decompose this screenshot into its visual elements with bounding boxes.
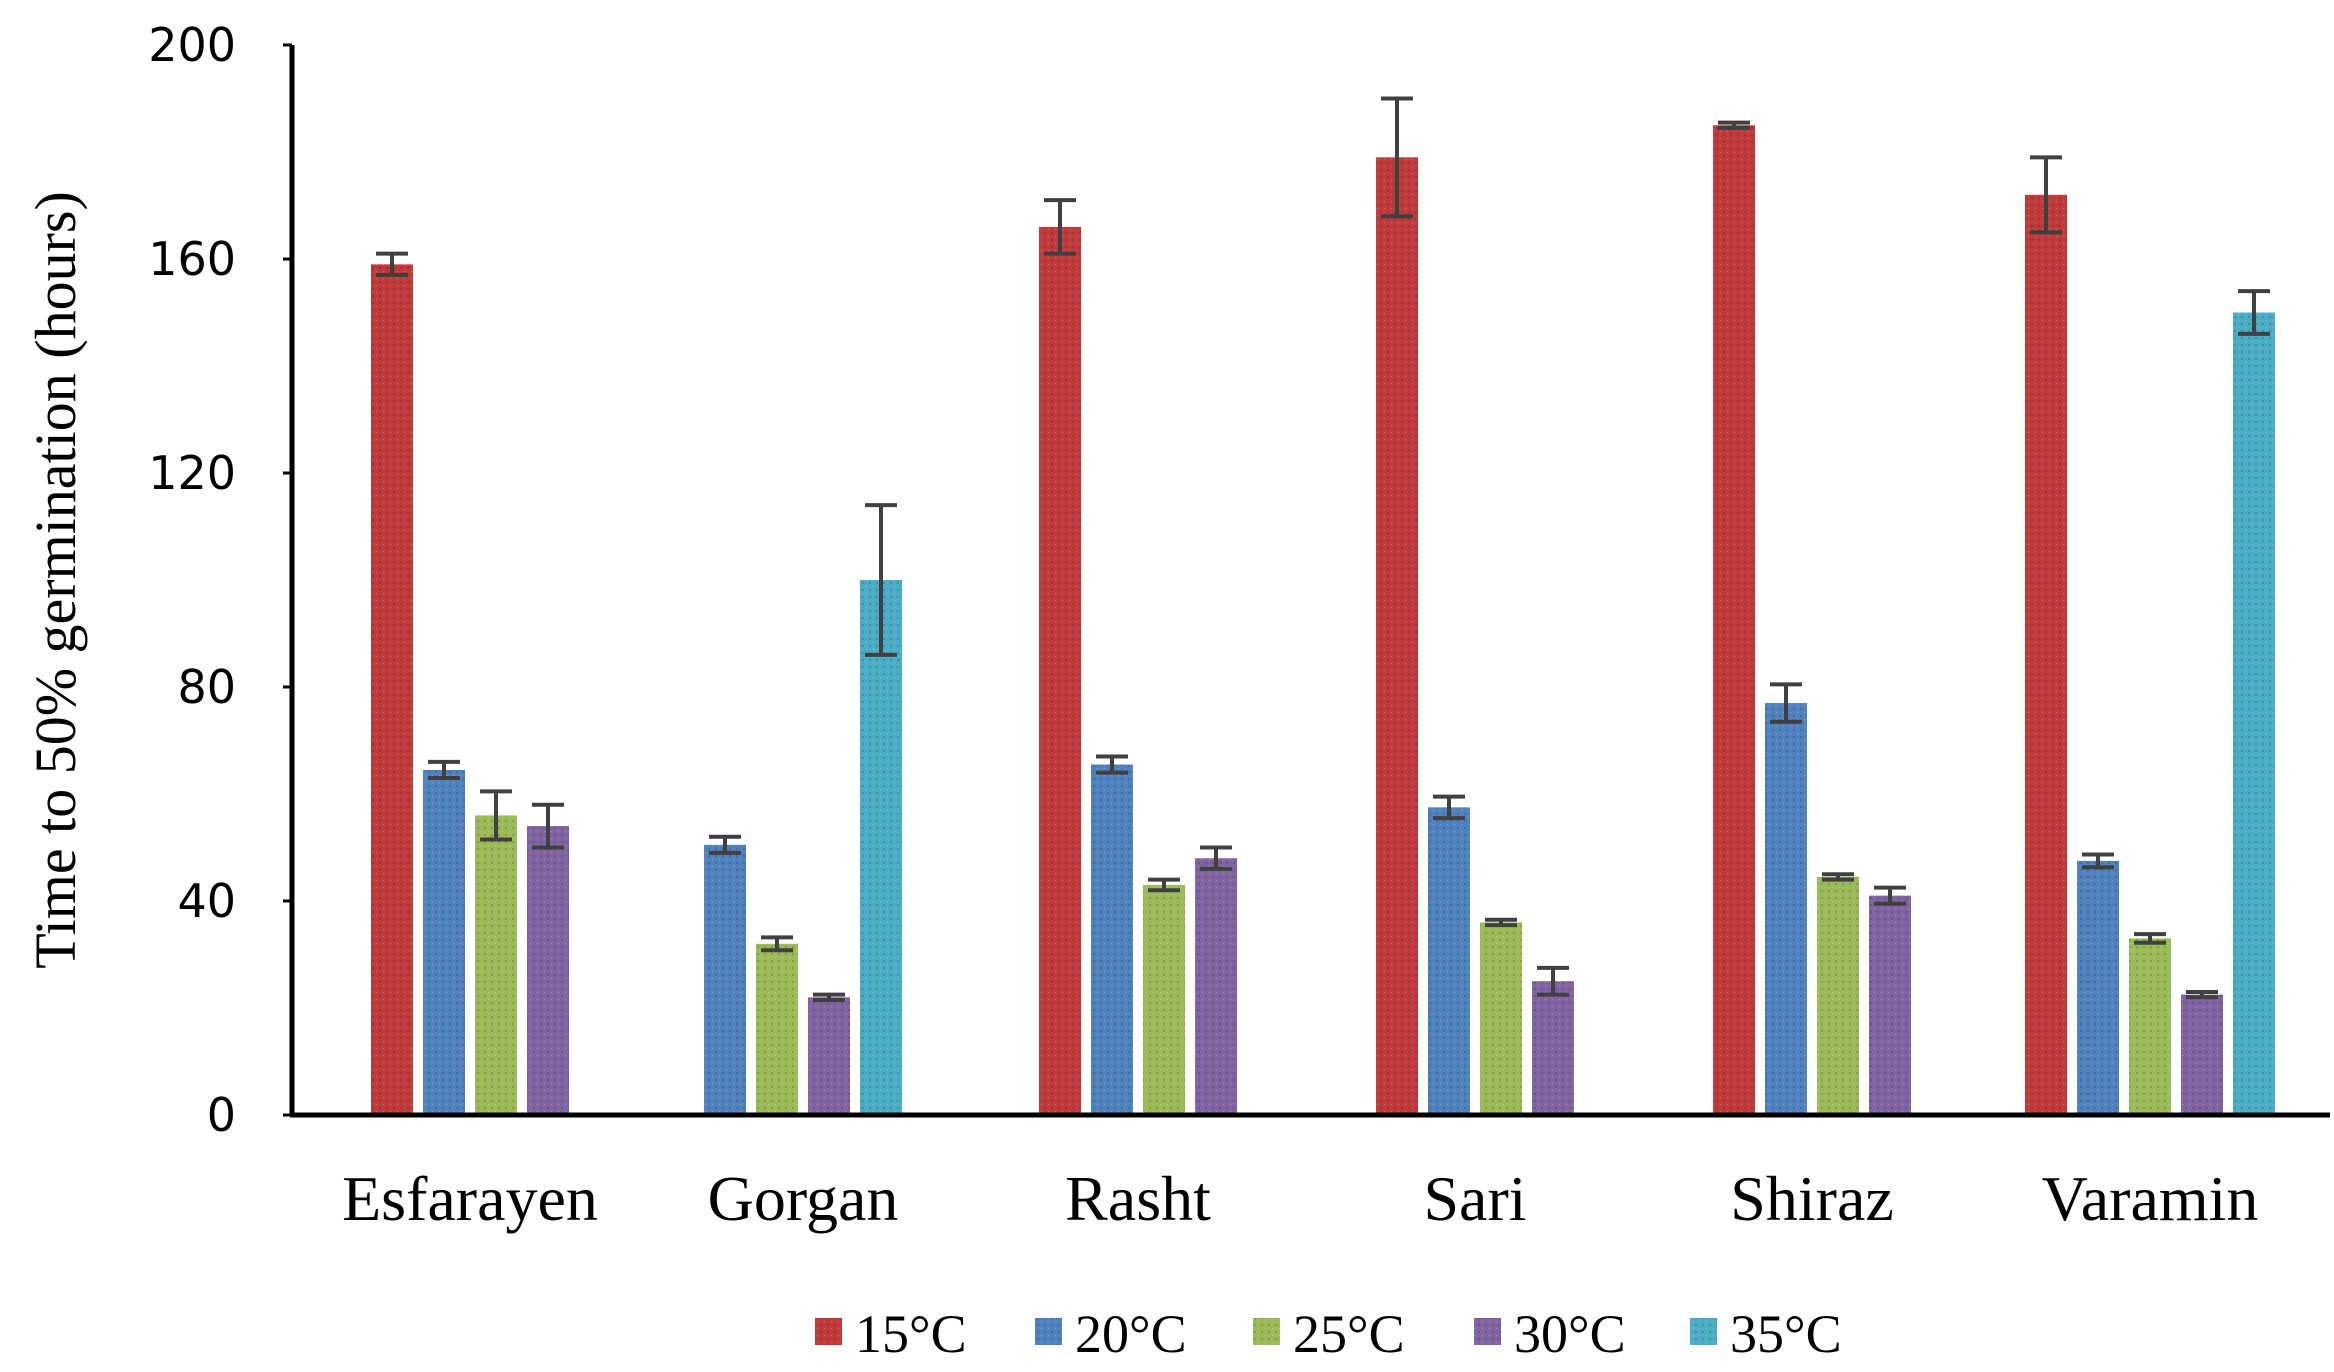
- x-category-label: Rasht: [1065, 1163, 1211, 1234]
- bar-esfarayen-25c-texture: [475, 815, 517, 1115]
- legend: 15°C 20°C 25°C 30°C 35°C: [815, 1304, 1842, 1364]
- y-tick-label: 40: [177, 874, 236, 928]
- bar-rasht-30c-texture: [1195, 858, 1237, 1115]
- y-axis-title: Time to 50% germination (hours): [23, 191, 88, 969]
- bar-rasht-20c-texture: [1091, 764, 1133, 1115]
- legend-swatch-texture: [1035, 1318, 1062, 1345]
- bar-sari-20c-texture: [1428, 807, 1470, 1115]
- legend-label: 35°C: [1730, 1304, 1842, 1364]
- bar-sari-30c-texture: [1532, 981, 1574, 1115]
- x-category-label: Shiraz: [1730, 1163, 1894, 1234]
- legend-label: 15°C: [855, 1304, 967, 1364]
- bar-esfarayen-15c-texture: [371, 264, 413, 1116]
- bar-esfarayen-20c-texture: [423, 769, 465, 1115]
- legend-swatch-texture: [1474, 1318, 1501, 1345]
- y-tick-label: 160: [148, 232, 236, 286]
- bar-gorgan-35c-texture: [860, 580, 902, 1115]
- bar-shiraz-30c-texture: [1869, 895, 1911, 1115]
- bar-varamin-15c-texture: [2025, 194, 2067, 1116]
- y-tick-label: 120: [148, 446, 236, 500]
- y-tick-label: 200: [148, 18, 236, 72]
- legend-swatch-texture: [815, 1318, 842, 1345]
- legend-swatch-texture: [1690, 1318, 1717, 1345]
- legend-swatch-texture: [1253, 1318, 1280, 1345]
- legend-label: 20°C: [1075, 1304, 1187, 1364]
- bar-gorgan-20c-texture: [704, 844, 746, 1115]
- x-category-label: Gorgan: [708, 1163, 899, 1234]
- bar-varamin-20c-texture: [2077, 860, 2119, 1115]
- x-category-label: Sari: [1423, 1163, 1526, 1234]
- bar-varamin-25c-texture: [2129, 938, 2171, 1115]
- bar-varamin-35c-texture: [2233, 312, 2275, 1115]
- x-category-label: Varamin: [2042, 1163, 2259, 1234]
- bar-rasht-15c-texture: [1039, 226, 1081, 1115]
- bar-gorgan-25c-texture: [756, 943, 798, 1115]
- legend-label: 30°C: [1514, 1304, 1626, 1364]
- bar-sari-25c-texture: [1480, 922, 1522, 1115]
- y-tick-label: 0: [207, 1088, 236, 1142]
- legend-label: 25°C: [1293, 1304, 1405, 1364]
- x-category-label: Esfarayen: [342, 1163, 598, 1234]
- bar-esfarayen-30c-texture: [527, 826, 569, 1115]
- bar-shiraz-15c-texture: [1713, 125, 1755, 1115]
- bar-gorgan-30c-texture: [808, 997, 850, 1115]
- bar-shiraz-20c-texture: [1765, 703, 1807, 1115]
- bar-rasht-25c-texture: [1143, 884, 1185, 1115]
- bar-shiraz-25c-texture: [1817, 876, 1859, 1115]
- bar-varamin-30c-texture: [2181, 994, 2223, 1115]
- bar-sari-15c-texture: [1376, 157, 1418, 1116]
- y-tick-label: 80: [177, 660, 236, 714]
